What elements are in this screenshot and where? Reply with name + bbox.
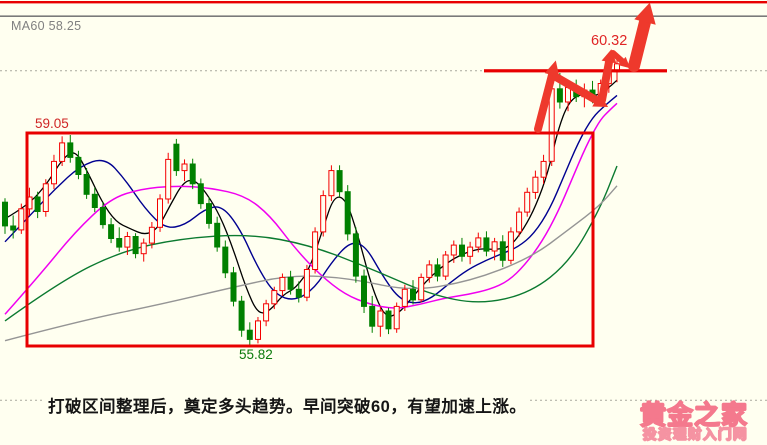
top-separator-line xyxy=(0,15,767,17)
candle-up xyxy=(418,276,425,301)
candle-down xyxy=(10,225,17,231)
candle-up xyxy=(393,305,400,330)
candle-up xyxy=(140,242,147,255)
candle-down xyxy=(75,156,82,175)
candle-down xyxy=(483,237,490,252)
candle-down xyxy=(83,174,90,195)
candle-up xyxy=(181,163,188,172)
candle-down xyxy=(344,191,351,235)
candle-up xyxy=(532,176,539,193)
box-low-price-label: 55.82 xyxy=(239,347,273,362)
candle-up xyxy=(548,88,555,162)
candle-up xyxy=(328,170,335,197)
candle-down xyxy=(116,238,123,248)
acceleration-up-arrow xyxy=(628,2,656,72)
trend-arrows xyxy=(534,2,656,133)
candle-up xyxy=(475,237,482,248)
candle-up xyxy=(377,310,384,327)
candle-down xyxy=(459,244,465,257)
watermark-title: 黄金之家 xyxy=(639,399,748,430)
candle-down xyxy=(361,275,367,307)
candle-up xyxy=(320,195,327,233)
candle-down xyxy=(222,246,229,274)
candle-up xyxy=(51,160,57,185)
candle-up xyxy=(124,236,131,248)
candle-down xyxy=(206,203,212,224)
retest-up-arrow xyxy=(598,49,617,104)
candle-up xyxy=(312,231,319,270)
analysis-caption: 打破区间整理后，奠定多头趋势。早间突破60，有望加速上涨。 xyxy=(44,391,531,419)
candle-down xyxy=(336,170,343,193)
candle-up xyxy=(450,244,457,256)
candle-up xyxy=(18,208,25,231)
breakout-up-arrow xyxy=(534,60,560,133)
candle-down xyxy=(173,143,180,172)
candle-up xyxy=(157,198,163,228)
candle-up xyxy=(59,142,66,162)
candle-down xyxy=(295,288,302,298)
candle-down xyxy=(214,222,221,248)
resistance-line-60 xyxy=(484,69,667,73)
candle-down xyxy=(197,183,204,205)
candle-down xyxy=(434,264,441,277)
ma-mid-blue xyxy=(4,94,618,304)
candle-up xyxy=(263,303,270,322)
candle-up xyxy=(524,191,531,213)
candle-up xyxy=(507,231,514,261)
candle-up xyxy=(255,320,261,340)
candle-down xyxy=(238,300,245,331)
top-red-border-line xyxy=(0,1,767,4)
candle-down xyxy=(2,201,8,227)
candle-up xyxy=(165,158,172,200)
candle-up xyxy=(303,269,310,298)
candle-down xyxy=(189,163,196,185)
candle-up xyxy=(148,226,155,244)
current-price-label: 60.32 xyxy=(591,33,628,49)
candle-down xyxy=(352,233,359,277)
candle-down xyxy=(67,142,74,158)
box-high-price-label: 59.05 xyxy=(35,116,69,131)
ma-slowest-gray xyxy=(4,185,618,342)
candle-down xyxy=(99,207,106,226)
candle-down xyxy=(132,236,139,255)
candle-down xyxy=(34,196,41,212)
candle-down xyxy=(230,272,237,302)
consolidation-box xyxy=(25,131,595,348)
candle-down xyxy=(91,193,98,209)
ma-slow-green xyxy=(4,165,618,322)
candle-down xyxy=(410,288,416,301)
candle-up xyxy=(401,288,408,307)
candle-up xyxy=(426,264,433,278)
candle-up xyxy=(271,290,278,305)
watermark-subtitle: 投资理财入门网 xyxy=(642,427,748,443)
candle-up xyxy=(491,241,498,252)
candle-up xyxy=(467,246,474,257)
candle-down xyxy=(246,329,253,340)
candle-down xyxy=(287,276,294,290)
candle-up xyxy=(540,160,547,178)
watermark: 黄金之家 投资理财入门网 xyxy=(639,399,748,443)
candle-up xyxy=(565,87,571,103)
candle-down xyxy=(369,305,376,327)
candle-up xyxy=(42,183,49,213)
candle-down xyxy=(556,88,563,103)
candle-down xyxy=(499,241,506,261)
candle-up xyxy=(279,276,286,292)
candle-down xyxy=(385,310,392,330)
retest-hook-arrow xyxy=(610,50,631,69)
candle-up xyxy=(516,211,523,233)
candle-up xyxy=(442,254,449,277)
candle-down xyxy=(108,224,115,239)
ma-indicator-label: MA60 58.25 xyxy=(11,19,82,33)
candlesticks xyxy=(2,59,620,346)
